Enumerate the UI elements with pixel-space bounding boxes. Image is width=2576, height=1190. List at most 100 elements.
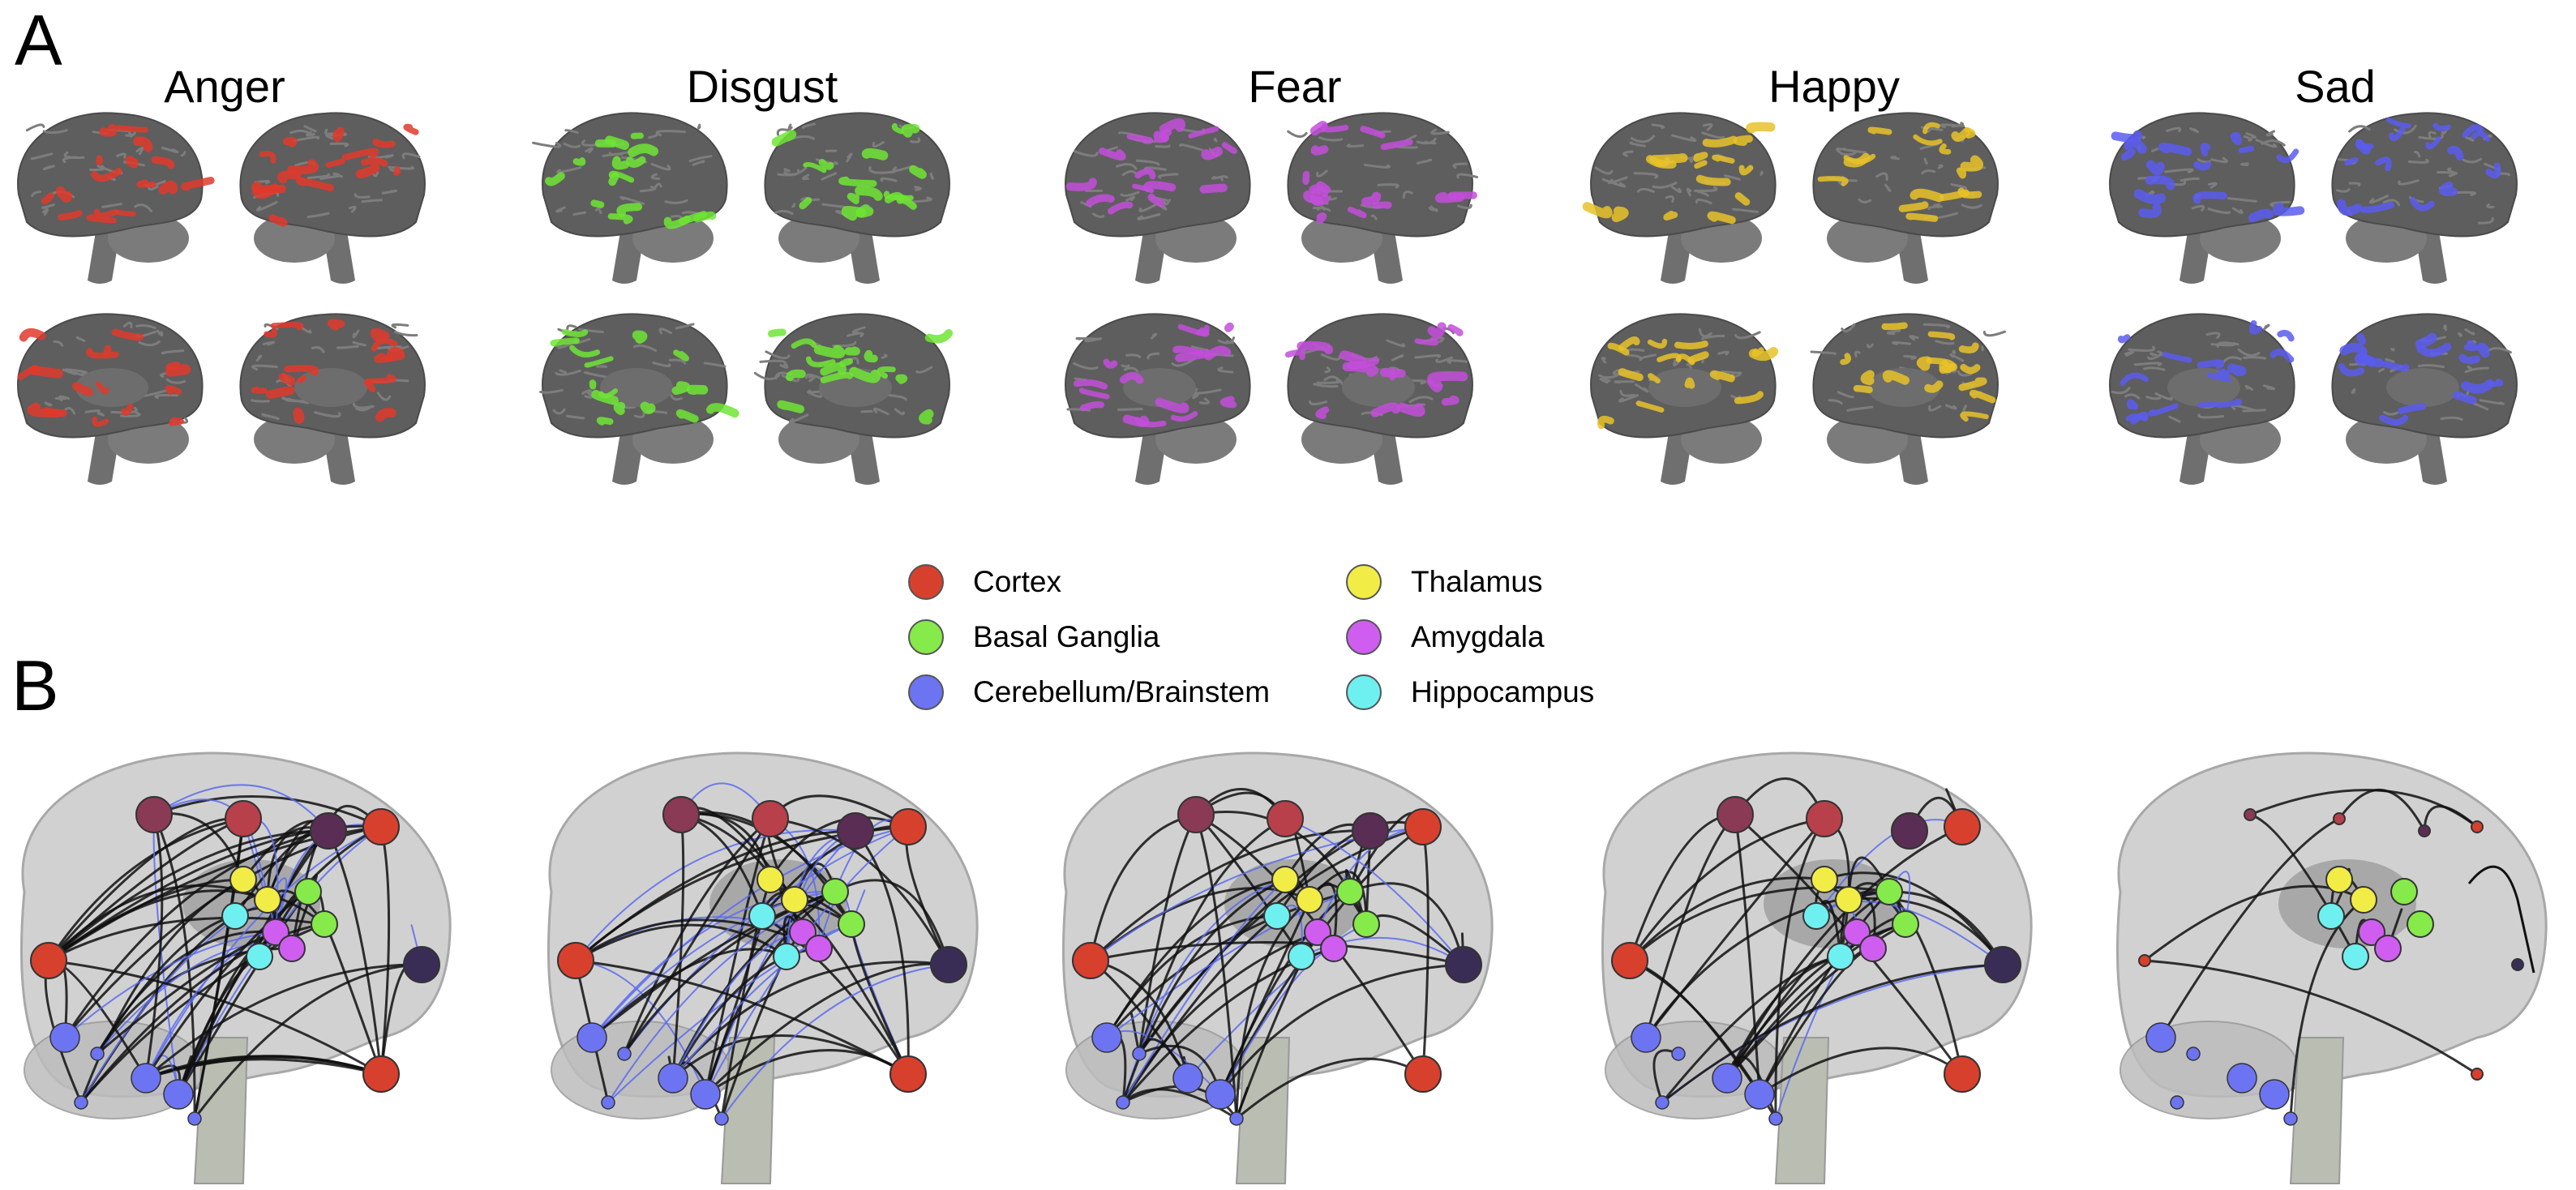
- cerebellum-node: [1655, 1095, 1669, 1110]
- cerebellum-node: [2145, 1022, 2176, 1053]
- cortex-node: [930, 946, 967, 983]
- brain-lateral-view: [764, 112, 950, 284]
- legend-item-cerebellum-brainstem: Cerebellum/Brainstem: [908, 674, 1270, 710]
- cerebellum-node: [1768, 1111, 1783, 1126]
- cerebellum-node: [2170, 1095, 2184, 1110]
- brain-set-sad: [2109, 112, 2518, 485]
- subcortical-node: [1320, 935, 1348, 962]
- subcortical-node: [1802, 902, 1830, 930]
- brain-medial-view: [17, 313, 204, 485]
- region-legend: Cortex Basal Ganglia Cerebellum/Brainste…: [884, 535, 1678, 746]
- brain-lateral-view: [2331, 112, 2518, 284]
- cortex-node: [30, 942, 67, 979]
- legend-label: Cerebellum/Brainstem: [973, 675, 1271, 708]
- cortex-node: [889, 1055, 927, 1093]
- hippocampus-node-icon: [1346, 674, 1382, 710]
- amygdala-node-icon: [1346, 619, 1382, 655]
- cerebellum-node: [1205, 1079, 1236, 1110]
- cerebellum-node: [131, 1063, 161, 1094]
- subcortical-node: [311, 910, 338, 938]
- subcortical-node: [1892, 910, 1919, 938]
- cerebellum-node: [1172, 1063, 1203, 1094]
- brain-lateral-view: [17, 112, 215, 284]
- network-5: [2116, 751, 2548, 1184]
- cortex-node: [403, 946, 440, 983]
- subcortical-node: [294, 878, 322, 905]
- emotion-title-disgust: Disgust: [686, 61, 838, 112]
- brain-lateral-view: [1812, 112, 1999, 284]
- panel-a-label: A: [15, 0, 62, 80]
- subcortical-node: [1875, 878, 1903, 905]
- cortex-node-icon: [908, 564, 944, 600]
- network-3: [1062, 751, 1494, 1184]
- cortex-node: [2471, 1068, 2484, 1081]
- brain-lateral-view: [1287, 112, 1479, 284]
- thalamus-node-icon: [1346, 564, 1382, 600]
- brain-lateral-view: [239, 112, 426, 284]
- cerebellum-node: [49, 1022, 80, 1053]
- cerebellum-node: [1671, 1047, 1686, 1061]
- cortex-node: [2138, 954, 2151, 967]
- legend-item-amygdala: Amygdala: [1346, 619, 1545, 655]
- brain-lateral-view: [532, 112, 728, 284]
- cerebellum-node: [163, 1079, 194, 1110]
- cortex-node: [1984, 946, 2021, 983]
- cerebellum-node: [1091, 1022, 1122, 1053]
- legend-label: Cortex: [973, 565, 1061, 598]
- cortex-node: [1404, 1055, 1442, 1093]
- cerebellum-node: [2186, 1047, 2201, 1061]
- brain-set-fear: [1065, 112, 1479, 485]
- subcortical-node: [1288, 943, 1315, 970]
- brain-set-anger: [17, 112, 426, 485]
- legend-label: Basal Ganglia: [973, 620, 1160, 653]
- subcortical-node: [821, 878, 849, 905]
- cortex-node: [2471, 820, 2484, 833]
- cerebellum-node: [2259, 1079, 2290, 1110]
- brain-lateral-view: [1582, 112, 1777, 284]
- cortex-node: [2511, 958, 2524, 971]
- cortex-node: [662, 796, 700, 833]
- cortex-node: [1404, 808, 1442, 845]
- cerebellum-node: [714, 1111, 729, 1126]
- cortex-node: [837, 812, 874, 850]
- network-2: [547, 751, 979, 1184]
- subcortical-node: [254, 886, 281, 914]
- brain-medial-view: [1284, 313, 1473, 485]
- cortex-node: [1445, 946, 1482, 983]
- cerebellum-node-icon: [908, 674, 944, 710]
- cortex-node: [310, 812, 347, 850]
- subcortical-node: [773, 943, 800, 970]
- subcortical-node: [246, 943, 273, 970]
- network-4: [1601, 751, 2033, 1184]
- cerebellum-node: [1229, 1111, 1244, 1126]
- subcortical-node: [805, 935, 833, 962]
- subcortical-node: [2325, 866, 2353, 893]
- cerebellum-node: [2227, 1063, 2257, 1094]
- cerebellum-node: [1132, 1047, 1147, 1061]
- brain-medial-view: [2331, 313, 2518, 485]
- cerebellum-node: [1744, 1079, 1775, 1110]
- brain-medial-view: [2109, 313, 2295, 485]
- subcortical-node: [1336, 878, 1364, 905]
- cortex-node: [225, 800, 262, 837]
- cortex-node: [1352, 812, 1389, 850]
- subcortical-node: [2342, 943, 2369, 970]
- panel-b-label: B: [11, 645, 59, 726]
- brain-lateral-view: [2109, 112, 2305, 284]
- cortex-node: [362, 1055, 400, 1093]
- legend-label: Amygdala: [1411, 620, 1545, 653]
- legend-item-basal-ganglia: Basal Ganglia: [908, 619, 1159, 655]
- subcortical-node: [781, 886, 808, 914]
- cortex-node: [1611, 942, 1648, 979]
- legend-label: Hippocampus: [1411, 675, 1595, 708]
- emotion-title-sad: Sad: [2295, 61, 2376, 112]
- subcortical-node: [1859, 935, 1887, 962]
- cortex-node: [2418, 824, 2431, 837]
- cortex-node: [752, 800, 789, 837]
- subcortical-node: [2317, 902, 2345, 930]
- cerebellum-node: [1116, 1095, 1130, 1110]
- cerebellum-node: [617, 1047, 632, 1061]
- subcortical-node: [1835, 886, 1862, 914]
- cerebellum-node: [658, 1063, 688, 1094]
- subcortical-node: [278, 935, 306, 962]
